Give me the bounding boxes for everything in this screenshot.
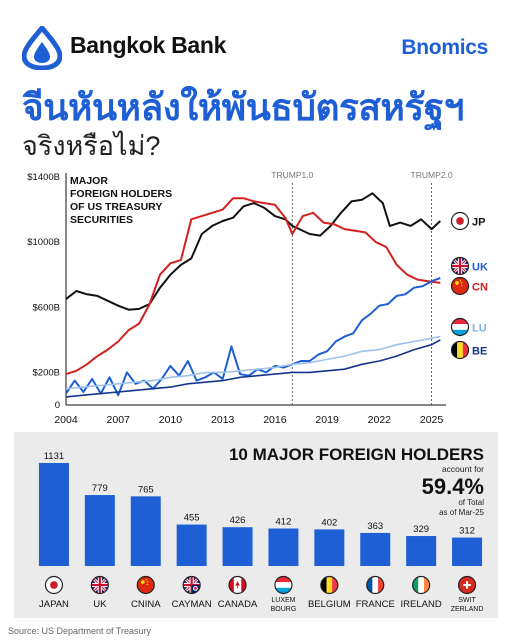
series-line-be <box>65 339 441 398</box>
series-label-jp: JP <box>472 217 485 229</box>
bar-value-label: 402 <box>321 517 337 528</box>
bar-value-label: 412 <box>276 516 292 527</box>
bar-value-label: 455 <box>184 513 200 524</box>
bar-category-label: SWIT <box>458 597 476 604</box>
y-tick-label: $600B <box>33 302 60 313</box>
y-tick-label: $1000B <box>27 237 60 248</box>
annotation-label: TRUMP1.0 <box>271 170 313 180</box>
bar-8 <box>360 532 391 566</box>
x-tick-label: 2013 <box>211 414 235 426</box>
x-tick-label: 2025 <box>420 414 444 426</box>
bar-category-label: BELGIUM <box>308 599 351 610</box>
bar-category-label: BOURG <box>271 606 297 613</box>
china-flag-icon <box>136 575 155 595</box>
x-tick-label: 2019 <box>315 414 339 426</box>
series-label-uk: UK <box>472 262 488 274</box>
canada-flag-icon <box>228 575 247 595</box>
china-flag-icon <box>450 276 470 296</box>
chart-title-line: MAJOR <box>70 175 108 187</box>
uk-flag-icon <box>90 575 109 595</box>
callout-suffix: of Total <box>458 498 484 507</box>
x-tick-label: 2004 <box>54 414 78 426</box>
luxembourg-flag-icon <box>450 317 470 337</box>
ireland-flag-icon <box>412 575 431 595</box>
bar-value-label: 765 <box>138 484 154 495</box>
bar-2 <box>84 495 115 566</box>
series-label-cn: CN <box>472 282 488 294</box>
uk-flag-icon <box>450 256 470 276</box>
japan-flag-icon <box>450 211 470 231</box>
chart-title-line: OF US TREASURY <box>70 201 162 213</box>
x-tick-label: 2022 <box>368 414 392 426</box>
bar-value-label: 426 <box>230 515 246 526</box>
bar-value-label: 363 <box>367 521 383 532</box>
series-label-lu: LU <box>472 323 487 335</box>
belgium-flag-icon <box>320 575 339 595</box>
bar-category-label: FRANCE <box>356 599 395 610</box>
bar-value-label: 779 <box>92 483 108 494</box>
chart-title-line: FOREIGN HOLDERS <box>70 188 172 200</box>
series-line-uk <box>65 277 441 397</box>
bar-5 <box>222 527 253 566</box>
bar-category-label: IRELAND <box>401 599 442 610</box>
x-tick-label: 2016 <box>263 414 287 426</box>
bar-chart-title: 10 MAJOR FOREIGN HOLDERS <box>229 445 484 464</box>
bar-category-label: LUXEM <box>271 597 295 604</box>
page-subtitle: จริงหรือไม่? <box>22 131 161 161</box>
annotation-label: TRUMP2.0 <box>411 170 453 180</box>
callout-date: as of Mar-25 <box>439 508 484 517</box>
bar-4 <box>176 524 207 566</box>
series-line-cn <box>65 197 441 376</box>
bar-value-label: 329 <box>413 524 429 535</box>
bar-category-label: CANADA <box>218 599 258 610</box>
callout-prefix: account for <box>442 464 484 474</box>
bar-9 <box>406 536 437 566</box>
page-title: จีนหันหลังให้พันธบัตรสหรัฐฯ <box>22 87 464 128</box>
switzerland-flag-icon <box>457 575 477 595</box>
japan-flag-icon <box>44 575 64 595</box>
luxembourg-flag-icon <box>274 575 293 595</box>
bar-category-label: UK <box>93 599 107 610</box>
series-label-be: BE <box>472 346 487 358</box>
france-flag-icon <box>366 575 385 595</box>
y-tick-label: $1400B <box>27 172 60 183</box>
series-line-jp <box>65 192 441 311</box>
bar-category-label: JAPAN <box>39 599 69 610</box>
brand-name: Bangkok Bank <box>70 32 227 58</box>
bar-3 <box>130 496 161 566</box>
y-tick-label: $200B <box>33 367 60 378</box>
bangkok-bank-lotus-icon <box>22 26 62 70</box>
bar-value-label: 312 <box>459 526 475 537</box>
callout-value: 59.4% <box>422 474 484 499</box>
bar-7 <box>314 529 345 566</box>
bar-category-label: ZERLAND <box>451 606 484 613</box>
belgium-flag-icon <box>450 340 470 360</box>
bnomics-badge: Bnomics <box>401 36 488 59</box>
x-tick-label: 2007 <box>107 414 131 426</box>
y-tick-label: 0 <box>55 400 60 411</box>
bar-category-label: CAYMAN <box>172 599 212 610</box>
chart-title-line: SECURITIES <box>70 214 133 226</box>
bar-1 <box>38 463 69 566</box>
bar-6 <box>268 528 299 566</box>
bar-value-label: 1131 <box>44 451 64 462</box>
bar-10 <box>452 537 483 566</box>
x-tick-label: 2010 <box>159 414 183 426</box>
cayman-flag-icon <box>182 575 201 595</box>
source-note: Source: US Department of Treasury <box>8 626 152 636</box>
series-line-lu <box>65 335 441 390</box>
bar-category-label: CNINA <box>131 599 161 610</box>
